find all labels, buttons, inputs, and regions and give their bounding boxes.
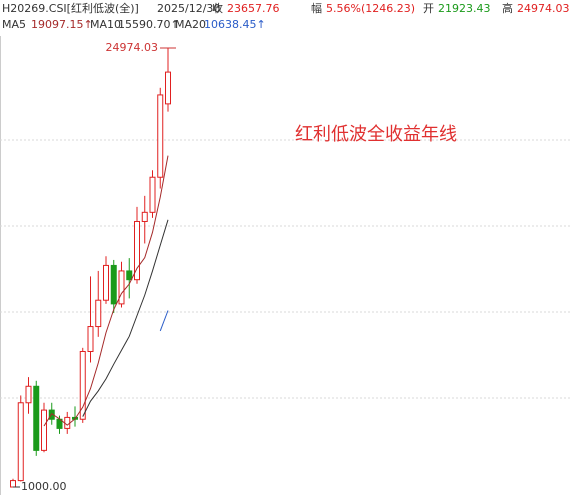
candle-body [118, 270, 125, 305]
date: 2025/12/30 [157, 2, 220, 15]
quote-label: 幅 [311, 2, 322, 15]
legend-name: MA10 [90, 18, 121, 31]
quote-value: 5.56%(1246.23) [326, 2, 415, 15]
legend-value: 19097.15↑ [31, 18, 93, 31]
candle-body [17, 402, 24, 482]
legend-value: 15590.70↑ [118, 18, 180, 31]
high-label: 24974.03 [106, 41, 159, 54]
low-label: 1000.00 [21, 480, 67, 493]
legend-value: 10638.45↑ [204, 18, 266, 31]
quote-value: 21923.43 [438, 2, 491, 15]
candle-body [126, 270, 133, 281]
ma-line [159, 310, 169, 332]
candle-body [64, 416, 71, 429]
ma-line [82, 219, 169, 417]
candle-body [41, 409, 47, 451]
candle-body [87, 326, 94, 352]
candle-body [25, 385, 32, 404]
candle-body [103, 264, 109, 301]
candle-body [33, 385, 40, 451]
index-code: H20269.CSI[红利低波(全)] [2, 1, 139, 15]
quote-label: 收 [212, 1, 223, 15]
quote-label: 开 [423, 2, 434, 15]
candle-body [157, 94, 164, 178]
legend-name: MA20 [175, 18, 206, 31]
annotation: 红利低波全收益年线 [295, 124, 457, 145]
candle-body [79, 350, 86, 420]
candle-body [110, 264, 117, 305]
quote-value: 23657.76 [227, 2, 280, 15]
candle-body [10, 480, 16, 488]
candle-body [149, 176, 156, 213]
candle-body [134, 220, 140, 281]
quote-value: 24974.03 [517, 2, 570, 15]
candle-body [165, 71, 171, 105]
ma-line [43, 155, 169, 427]
quote-label: 高 [502, 1, 513, 15]
candle-body [141, 211, 148, 222]
candle-body [95, 299, 102, 328]
legend-name: MA5 [2, 18, 26, 31]
